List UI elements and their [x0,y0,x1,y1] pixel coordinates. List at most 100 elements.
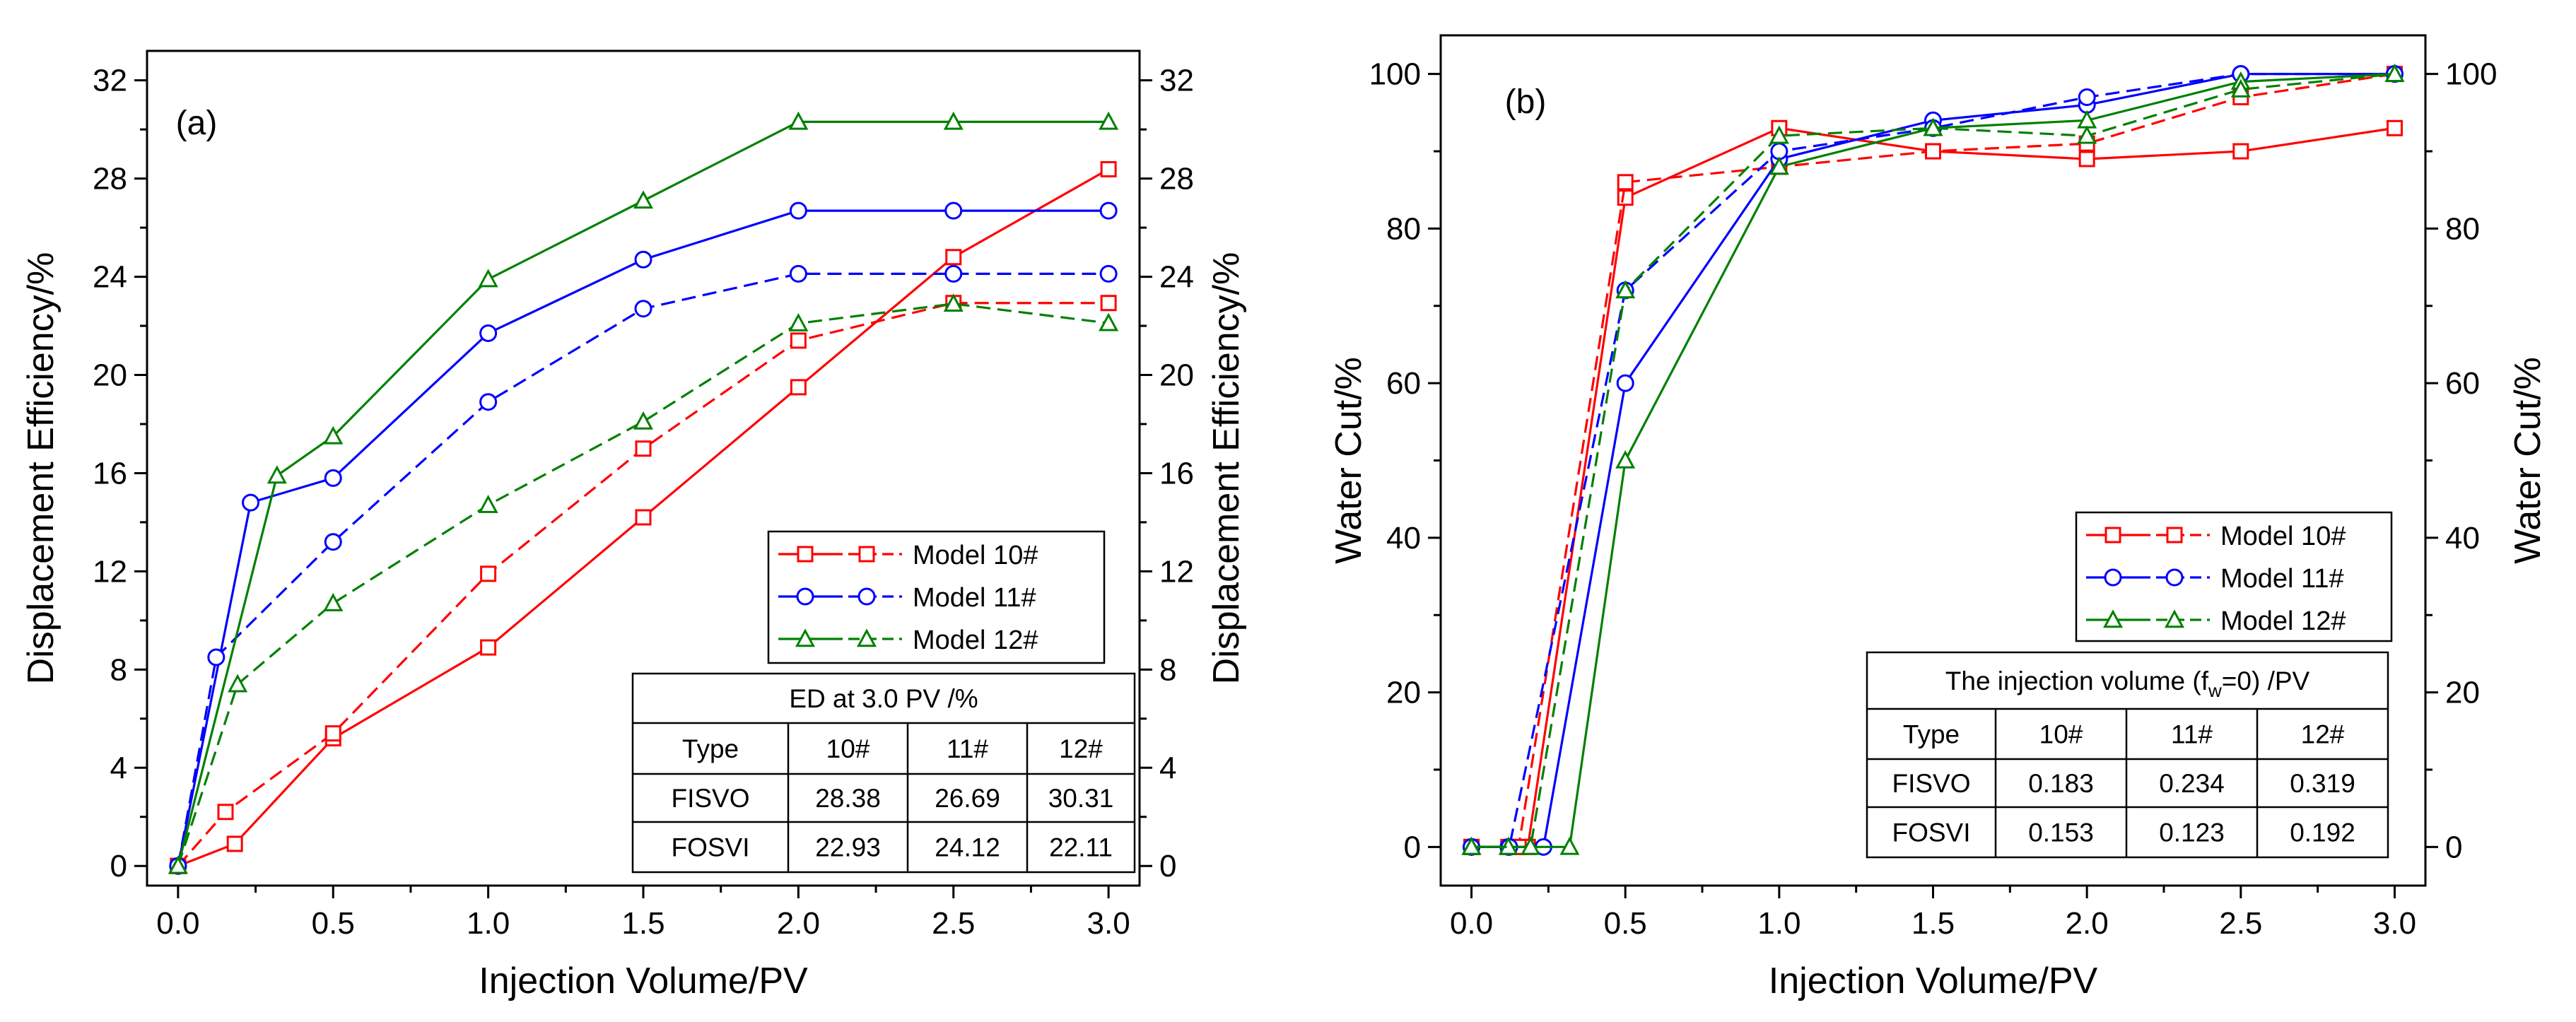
y-tick-label-right: 16 [1159,456,1194,491]
legend-label-model10: Model 10# [2220,522,2346,551]
data-point-triangle [1099,312,1119,331]
data-point-triangle [1615,280,1636,299]
table-cell: 30.31 [1048,784,1114,813]
y-tick-label-left: 100 [1369,57,1421,92]
data-point-triangle [1099,111,1119,130]
x-tick-label: 3.0 [2373,906,2416,941]
legend-marker-triangle [2164,609,2185,628]
y-tick-label-right: 12 [1159,554,1194,589]
y-tick-label-left: 60 [1386,366,1421,401]
y-axis-title-right: Displacement Efficiency/% [1206,252,1247,685]
data-point-square [324,725,341,742]
x-tick-label: 1.5 [1911,906,1955,941]
data-point-circle [324,469,342,487]
data-point-circle [789,201,807,220]
panel-label: (b) [1505,83,1547,121]
y-tick-label-right: 8 [1159,652,1176,687]
table-header-cell: Type [682,734,739,763]
legend-label-model10: Model 10# [913,541,1038,570]
data-point-circle [634,250,652,269]
table-cell: 0.183 [2028,769,2094,798]
data-point-square [480,639,497,656]
legend: Model 10# Model 11# Model 12# [2075,511,2393,642]
x-tick-label: 1.0 [467,906,510,941]
legend-label-model11: Model 11# [2220,564,2344,594]
series-line [177,120,1109,867]
data-point-square [790,332,807,349]
x-tick-label: 1.5 [621,906,665,941]
table-header-cell: 10# [826,734,870,763]
y-tick-label-right: 0 [2445,830,2462,864]
y-tick-label-right: 4 [1159,751,1176,785]
data-point-square [2386,119,2403,136]
y-tick-label-left: 80 [1386,211,1421,246]
data-point-square [1617,174,1634,191]
y-tick-label-right: 20 [2445,676,2480,710]
series-model12-dashed [168,293,1119,874]
table-header-cell: 11# [2171,720,2213,749]
x-tick-label: 0.0 [1450,906,1493,941]
data-point-triangle [323,425,344,445]
y-axis-title-right: Water Cut/% [2507,357,2548,564]
table-cell: 28.38 [815,784,881,813]
x-axis-title: Injection Volume/PV [479,961,808,1002]
data-point-square [635,440,652,457]
legend-marker-triangle [856,628,877,647]
data-point-triangle [2230,78,2251,98]
data-point-square [217,804,234,821]
summary-table: The injection volume (fw=0) /PV Type 10# 11… [1866,651,2389,859]
legend-marker-triangle [2102,609,2124,628]
y-tick-label-left: 20 [93,358,127,393]
data-point-triangle [943,111,964,130]
table-cell: 0.234 [2159,769,2225,798]
table-cell: FISVO [1892,769,1970,798]
y-tick-label-right: 28 [1159,162,1194,196]
y-tick-label-right: 80 [2445,211,2480,246]
data-point-triangle [323,592,344,611]
table-cell: 22.11 [1049,833,1113,862]
x-tick-label: 2.5 [932,906,975,941]
x-tick-label: 2.0 [2066,906,2109,941]
data-point-circle [324,533,342,551]
data-point-triangle [228,674,248,693]
x-tick-label: 0.5 [1604,906,1647,941]
series-line [177,302,1109,867]
table-title-rest: =0) /PV [2222,666,2310,695]
table-cell: 0.153 [2028,818,2094,847]
panel-label: (a) [176,105,218,142]
series-line [1471,73,2395,848]
table-title-subscript: w [2208,680,2222,701]
y-tick-label-right: 32 [1159,64,1194,98]
legend: Model 10# Model 11# Model 12# [767,530,1106,664]
data-point-square [1100,295,1117,312]
legend-marker-circle [796,587,814,606]
data-point-square [226,835,243,852]
table-title: The injection volume (fw=0) /PV [1945,666,2310,701]
data-point-triangle [478,494,498,513]
legend-marker-circle [2104,568,2122,587]
y-tick-label-right: 20 [1159,358,1194,393]
table-header-cell: 12# [1059,734,1103,763]
y-tick-label-left: 32 [93,64,127,98]
legend-marker-square [858,546,875,563]
table-cell: FOSVI [1892,818,1970,847]
y-tick-label-left: 16 [93,456,127,491]
table-title-main: The injection volume (f [1945,666,2209,695]
data-point-triangle [1769,156,1789,175]
table-cell: 0.319 [2290,769,2355,798]
legend-marker-square [2104,527,2121,544]
data-point-square [1925,143,1941,160]
table-header-cell: 12# [2301,720,2345,749]
table-cell: 0.192 [2290,818,2355,847]
data-point-circle [479,393,498,411]
data-point-triangle [788,111,809,130]
y-tick-label-right: 60 [2445,366,2480,401]
data-point-circle [1616,374,1634,392]
data-point-triangle [1923,117,1943,136]
table-border [1866,651,2389,859]
data-point-triangle [1559,836,1580,855]
y-tick-label-left: 0 [1404,830,1421,864]
data-point-square [945,249,962,266]
data-point-triangle [1461,836,1482,855]
series-line [1471,73,2395,848]
